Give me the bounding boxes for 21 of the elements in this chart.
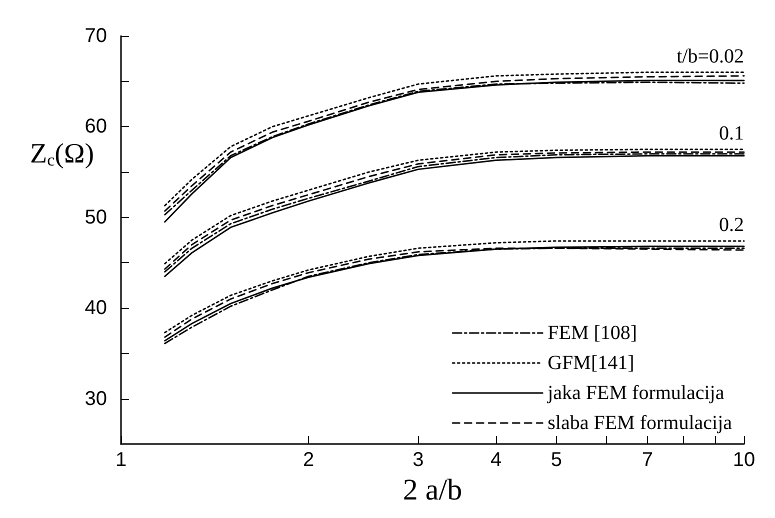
y-tick-label: 30 [84, 388, 107, 410]
x-tick-label: 5 [550, 449, 562, 472]
annotation: 0.2 [719, 214, 744, 236]
x-axis-title: 2 a/b [402, 474, 462, 506]
x-tick-label: 2 [302, 449, 314, 472]
y-tick-label: 70 [84, 25, 107, 47]
annotation: t/b=0.02 [676, 45, 744, 68]
y-axis-title: Zc(Ω) [30, 138, 94, 170]
y-tick-label: 50 [84, 206, 107, 228]
y-tick-label: 40 [84, 297, 107, 320]
legend-label: FEM [108] [548, 322, 638, 344]
legend-label: slaba FEM formulacija [548, 412, 732, 434]
y-tick-label: 60 [84, 116, 107, 138]
x-tick-label: 10 [732, 449, 756, 472]
x-tick-label: 4 [490, 449, 502, 472]
legend-label: GFM[141] [548, 352, 634, 374]
x-tick-label: 1 [115, 449, 127, 472]
annotation: 0.1 [719, 122, 744, 144]
x-tick-label: 3 [412, 449, 424, 472]
legend-label: jaka FEM formulacija [546, 382, 724, 404]
x-tick-label: 7 [642, 449, 654, 472]
